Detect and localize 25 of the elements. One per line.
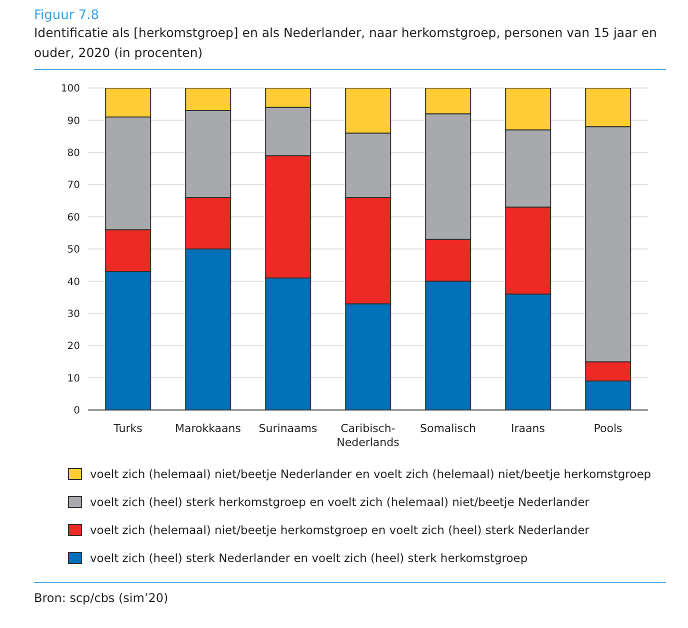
- legend-label: voelt zich (heel) sterk Nederlander en voelt zich (heel) sterk herkomstgroep: [90, 551, 528, 565]
- x-tick-label: Pools: [594, 422, 623, 435]
- y-tick-label: 100: [60, 84, 80, 95]
- y-tick-label: 70: [67, 180, 80, 192]
- x-tick-label: Somalisch: [420, 422, 476, 435]
- legend-label: voelt zich (helemaal) niet/beetje herkomstgroep en voelt zich (heel) sterk Nederlander: [90, 523, 590, 537]
- y-tick-label: 10: [67, 373, 80, 384]
- y-tick-label: 50: [67, 244, 80, 256]
- y-tick-label: 20: [67, 341, 80, 352]
- chart-subtitle: Identificatie als [herkomstgroep] en als Nederlander, naar herkomstgroep, personen van 15 jaar en ouder, 2020 (in procenten): [34, 24, 658, 62]
- y-tick-label: 80: [67, 148, 80, 159]
- chart-title: Figuur 7.8: [34, 8, 100, 23]
- y-tick-label: 90: [67, 116, 80, 127]
- y-tick-label: 60: [67, 212, 80, 224]
- legend-label: voelt zich (heel) sterk herkomstgroep en voelt zich (helemaal) niet/beetje Nederlander: [90, 495, 590, 509]
- y-tick-label: 0: [74, 406, 80, 417]
- text: Bron: scp/cbs (sim’20): [34, 591, 170, 605]
- y-tick-label: 40: [67, 276, 80, 288]
- x-tick-label: Iraans: [511, 422, 546, 435]
- x-tick-label: Marokkaans: [175, 422, 242, 435]
- x-tick-label: Caribisch-Nederlands: [336, 422, 400, 449]
- x-tick-label: Surinaams: [258, 422, 318, 435]
- x-tick-label: Turks: [112, 422, 143, 435]
- y-tick-label: 30: [67, 308, 80, 320]
- legend-label: voelt zich (helemaal) niet/beetje Nederlander en voelt zich (helemaal) niet/beetje herkomstgroep: [90, 467, 652, 481]
